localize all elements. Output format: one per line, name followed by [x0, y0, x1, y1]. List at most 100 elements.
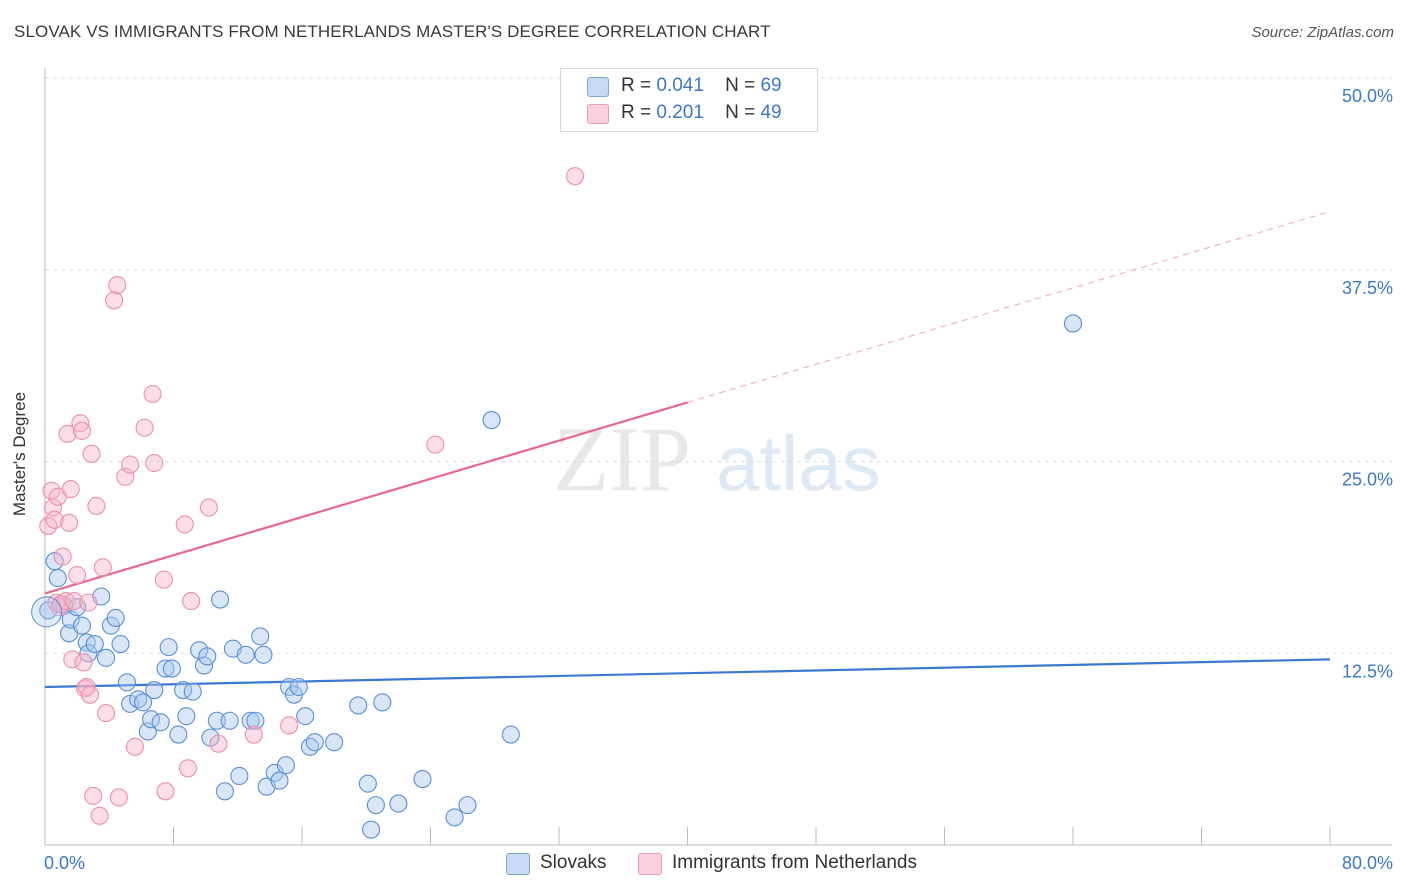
point-slovaks [159, 638, 178, 657]
point-slovaks [145, 681, 164, 700]
point-slovaks [141, 710, 161, 729]
point-slovaks [246, 711, 265, 730]
point-slovaks [85, 634, 104, 654]
point-netherlands [135, 418, 154, 437]
point-netherlands [280, 716, 299, 735]
point-slovaks [349, 696, 368, 715]
point-slovaks [241, 711, 260, 730]
y-tick-label: 50.0% [1342, 86, 1393, 106]
legend-n-label: N = [725, 102, 756, 123]
point-slovaks [48, 569, 67, 588]
legend-swatch-blue [587, 77, 609, 97]
gridlines [45, 77, 1392, 654]
point-netherlands [105, 291, 124, 310]
point-slovaks [183, 682, 202, 701]
point-slovaks [366, 796, 385, 815]
point-netherlands [154, 570, 173, 589]
point-netherlands [426, 435, 445, 454]
point-netherlands [125, 737, 144, 756]
point-slovaks [230, 766, 249, 786]
point-slovaks [207, 711, 226, 730]
point-netherlands [80, 685, 100, 704]
point-slovaks [96, 648, 116, 667]
watermark-zip: ZIP [553, 408, 691, 510]
y-tick-label: 25.0% [1342, 470, 1393, 490]
trend-line-slovaks [44, 658, 1331, 689]
point-slovaks [254, 645, 273, 664]
point-slovaks [482, 411, 501, 430]
point-slovaks [198, 647, 217, 666]
point-slovaks [389, 794, 408, 813]
legend-n-value: 69 [760, 75, 782, 96]
point-slovaks [251, 627, 270, 646]
point-netherlands [45, 510, 64, 529]
legend-n-label: N = [725, 75, 756, 96]
point-netherlands [96, 704, 116, 723]
point-netherlands [63, 650, 82, 669]
point-slovaks [305, 733, 324, 752]
trend-line-netherlands-extension [687, 210, 1331, 403]
point-netherlands [72, 421, 91, 440]
x-tick-label-min: 0.0% [44, 853, 85, 873]
legend-r-value: 0.201 [656, 102, 704, 123]
point-slovaks [31, 596, 63, 628]
bottom-legend-swatch-blue [506, 853, 530, 875]
legend-r-label: R = [621, 75, 652, 96]
point-netherlands [90, 806, 109, 825]
point-slovaks [1063, 314, 1083, 333]
point-slovaks [501, 725, 520, 744]
point-slovaks [445, 808, 464, 827]
y-tick-label: 12.5% [1342, 661, 1393, 681]
point-slovaks [151, 713, 170, 732]
point-netherlands [199, 498, 218, 517]
point-slovaks [373, 693, 392, 712]
point-slovaks [169, 725, 188, 744]
point-slovaks [270, 771, 289, 790]
chart-title: SLOVAK VS IMMIGRANTS FROM NETHERLANDS MA… [14, 22, 771, 41]
point-slovaks [220, 711, 239, 730]
point-slovaks [215, 782, 234, 801]
point-slovaks [458, 796, 477, 815]
legend-n-value: 49 [760, 102, 782, 123]
bottom-legend-label-netherlands: Immigrants from Netherlands [672, 852, 917, 873]
bottom-legend-label-slovaks: Slovaks [540, 852, 607, 873]
point-slovaks [289, 677, 308, 697]
point-netherlands [68, 565, 87, 585]
legend-r-label: R = [621, 102, 652, 123]
point-netherlands [244, 725, 263, 744]
trend-lines [44, 210, 1331, 689]
point-netherlands [175, 515, 194, 534]
point-netherlands [74, 653, 93, 672]
y-tick-label: 37.5% [1342, 278, 1393, 298]
point-slovaks [362, 820, 381, 839]
point-slovaks [117, 673, 136, 692]
point-slovaks [413, 769, 432, 789]
point-slovaks [236, 645, 255, 664]
bottom-legend-swatch-pink [638, 853, 662, 875]
point-netherlands [87, 496, 106, 516]
point-netherlands [71, 414, 90, 433]
point-netherlands [58, 424, 77, 443]
point-slovaks [177, 707, 196, 726]
x-tick-label-max: 80.0% [1342, 853, 1393, 873]
point-slovaks [129, 690, 148, 709]
point-slovaks [211, 590, 230, 609]
point-slovaks [174, 681, 193, 700]
point-netherlands [84, 786, 103, 805]
point-slovaks [72, 616, 91, 635]
point-slovaks [106, 608, 125, 628]
point-netherlands [82, 444, 101, 463]
point-slovaks [111, 634, 130, 654]
legend-swatch-pink [587, 104, 609, 124]
point-slovaks [133, 693, 153, 712]
point-netherlands [178, 759, 198, 778]
point-netherlands [53, 547, 72, 566]
point-slovaks [276, 756, 295, 775]
point-netherlands [109, 788, 128, 807]
source-label: Source: ZipAtlas.com [1251, 24, 1394, 41]
point-netherlands [145, 453, 164, 473]
point-slovaks [162, 659, 181, 678]
axes [44, 68, 1392, 846]
point-netherlands [64, 592, 83, 611]
